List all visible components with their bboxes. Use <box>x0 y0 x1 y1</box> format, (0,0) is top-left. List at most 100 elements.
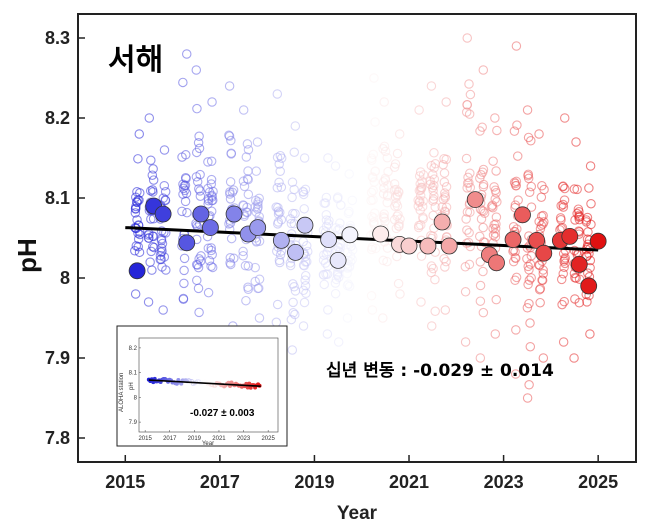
sample-point <box>206 174 217 185</box>
sample-point <box>440 305 451 315</box>
sample-point <box>559 195 570 205</box>
sample-point <box>535 297 545 308</box>
sample-point <box>334 224 345 234</box>
sample-point <box>462 183 472 193</box>
sample-point <box>367 211 377 222</box>
sample-point <box>342 313 353 323</box>
sample-point <box>490 228 501 239</box>
inset-x-tick-label: 2021 <box>212 436 226 442</box>
sample-point <box>492 197 502 207</box>
sample-point <box>586 198 596 209</box>
sample-point <box>509 126 520 136</box>
sample-point <box>585 329 595 339</box>
sample-point <box>461 153 472 164</box>
sample-point <box>390 159 401 169</box>
sample-point <box>476 170 486 180</box>
sample-point <box>415 167 426 177</box>
sample-point <box>300 270 311 281</box>
sample-point <box>254 313 265 323</box>
sample-point <box>243 189 254 200</box>
sample-point <box>298 189 309 200</box>
sample-point <box>240 260 251 271</box>
sample-point <box>478 65 489 75</box>
monthly-mean-point <box>440 237 458 255</box>
sample-point <box>523 261 533 272</box>
sample-point <box>582 297 592 307</box>
inset-y-tick-label: 8 <box>134 395 138 401</box>
sample-point <box>427 321 437 331</box>
sample-point <box>491 294 502 305</box>
sample-point <box>535 283 546 294</box>
sample-point <box>441 182 452 192</box>
sample-point <box>393 278 404 289</box>
sample-point <box>491 212 502 222</box>
sample-point <box>536 211 547 222</box>
monthly-mean-point <box>178 234 196 252</box>
sample-point <box>253 199 263 209</box>
sample-point <box>439 254 449 264</box>
monthly-mean-point <box>561 227 579 245</box>
inset-xlabel: Year <box>202 441 214 447</box>
sample-point <box>522 302 533 313</box>
sample-point <box>429 163 439 173</box>
sample-point <box>415 190 426 201</box>
sample-point <box>178 294 189 304</box>
sample-point <box>416 297 426 307</box>
sample-point <box>368 172 378 183</box>
x-axis-ticks: 2015 2017 2019 2021 2023 2025 <box>105 455 618 492</box>
sample-point <box>276 153 287 163</box>
sample-point <box>559 113 570 123</box>
sample-point <box>243 282 253 293</box>
inset-y-tick-label: 8.1 <box>129 371 138 377</box>
sample-point <box>180 185 190 196</box>
sample-point <box>147 185 158 195</box>
sample-point <box>490 329 501 339</box>
sample-point <box>274 177 284 188</box>
sample-point <box>570 294 580 304</box>
sample-point <box>383 166 393 177</box>
sample-point <box>379 209 389 219</box>
sample-point <box>238 250 248 261</box>
sample-point <box>430 274 440 285</box>
sample-point <box>524 298 534 309</box>
sample-point <box>524 265 534 275</box>
monthly-mean-point <box>341 226 359 244</box>
sample-point <box>391 198 401 208</box>
sample-point <box>130 289 141 299</box>
sample-point <box>149 242 159 253</box>
sample-point <box>179 253 190 264</box>
sample-point <box>133 154 143 164</box>
monthly-mean-point <box>249 219 267 237</box>
sample-point <box>287 192 297 203</box>
sample-point <box>286 218 297 229</box>
sample-point <box>558 181 568 191</box>
sample-point <box>511 41 522 51</box>
sample-point <box>146 155 156 165</box>
sample-point <box>130 204 141 214</box>
sample-point <box>464 259 475 270</box>
sample-point <box>526 181 537 192</box>
sample-point <box>253 283 263 294</box>
sample-point <box>155 250 166 261</box>
sample-point <box>389 214 400 225</box>
sample-point <box>382 256 392 267</box>
sample-point <box>477 122 487 132</box>
sample-point <box>462 207 473 217</box>
sample-point <box>290 309 300 320</box>
sample-point <box>463 172 473 183</box>
sample-point <box>556 274 567 285</box>
sample-point <box>333 337 344 347</box>
sample-point <box>380 146 391 157</box>
x-tick-label: 2025 <box>578 472 618 492</box>
sample-point <box>571 137 581 147</box>
sample-point <box>369 73 379 83</box>
sample-point <box>286 314 297 325</box>
sample-point <box>379 97 389 107</box>
sample-point <box>537 180 547 191</box>
sample-point <box>274 159 284 169</box>
sample-point <box>438 194 449 205</box>
sample-point <box>320 258 331 268</box>
sample-point <box>321 215 332 225</box>
sample-point <box>321 209 332 220</box>
